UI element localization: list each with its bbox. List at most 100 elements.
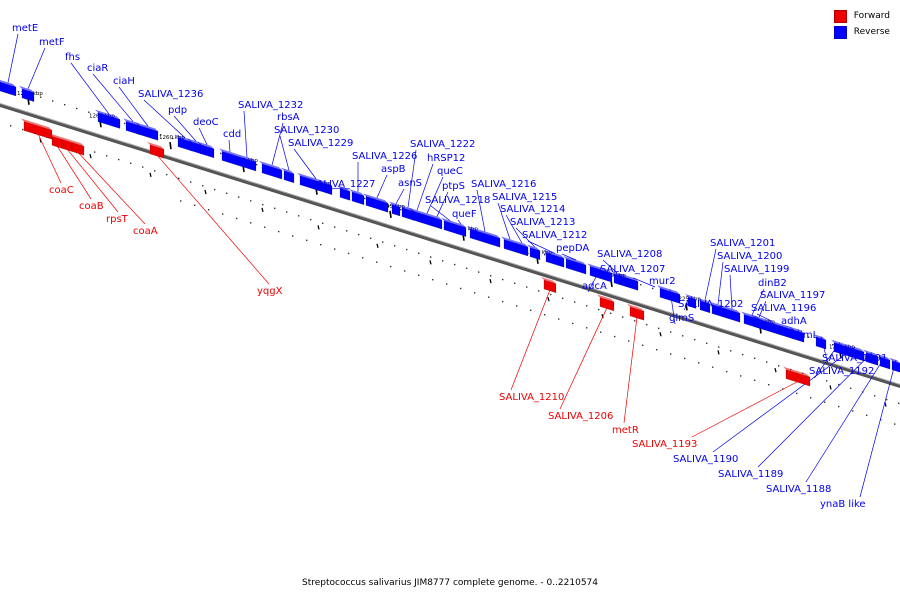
reverse-gene-block bbox=[625, 275, 639, 291]
reverse-gene-block-top bbox=[281, 167, 294, 174]
reverse-gene-block-top bbox=[399, 204, 414, 212]
reverse-gene-block-top bbox=[697, 297, 710, 304]
gene-label-saliva_1218: SALIVA_1218 bbox=[425, 195, 490, 206]
reverse-gene-block-top bbox=[349, 189, 364, 196]
gene-connector bbox=[7, 33, 19, 83]
forward-track-dot bbox=[226, 192, 228, 195]
reverse-gene-block bbox=[349, 189, 365, 206]
reverse-swatch-icon bbox=[833, 25, 847, 39]
gene-connector bbox=[376, 174, 388, 198]
reverse-gene-block-body bbox=[97, 112, 121, 129]
reverse-gene-block bbox=[235, 153, 257, 172]
forward-gene-block bbox=[541, 277, 557, 294]
minor-tick bbox=[884, 402, 887, 407]
gene-connector bbox=[395, 188, 405, 204]
gene-label-saliva_1213: SALIVA_1213 bbox=[510, 217, 575, 228]
outer-track-dot bbox=[404, 270, 406, 272]
minor-tick bbox=[376, 243, 379, 248]
gene-connector bbox=[758, 300, 767, 318]
gene-label-quef: queF bbox=[452, 209, 477, 220]
forward-gene-block bbox=[147, 141, 165, 159]
forward-track-dot bbox=[778, 365, 780, 367]
reverse-gene-block bbox=[721, 305, 741, 323]
outer-track-dot bbox=[754, 379, 756, 382]
gene-label-ynab-like: ynaB like bbox=[820, 499, 866, 510]
outer-track-dot bbox=[180, 200, 182, 202]
outer-track-dot bbox=[530, 309, 532, 312]
gene-label-quec: queC bbox=[437, 166, 463, 177]
connector-lines bbox=[7, 33, 897, 498]
gene-label-saliva_1214: SALIVA_1214 bbox=[500, 204, 565, 215]
gene-connector bbox=[751, 288, 765, 316]
outer-track-dot bbox=[698, 362, 700, 364]
gene-connector bbox=[198, 127, 208, 145]
reverse-gene-block bbox=[697, 297, 711, 314]
tick-mark bbox=[389, 210, 392, 218]
reverse-gene-block-body bbox=[627, 277, 639, 291]
forward-track-dot bbox=[742, 353, 744, 356]
reverse-gene-block-top bbox=[813, 334, 826, 341]
gene-label-ptps: ptpS bbox=[442, 181, 465, 192]
reverse-gene-block-top bbox=[789, 326, 804, 334]
reverse-gene-block bbox=[389, 201, 401, 217]
gene-connector bbox=[527, 240, 556, 254]
forward-track-dot bbox=[754, 357, 756, 360]
reverse-gene-block bbox=[685, 294, 697, 309]
reverse-gene-block-top bbox=[337, 185, 350, 192]
reverse-gene-block-top bbox=[657, 285, 680, 295]
minor-tick bbox=[149, 172, 152, 178]
gene-connector bbox=[457, 219, 462, 225]
forward-track-dot bbox=[826, 380, 828, 382]
reverse-track-dot bbox=[64, 104, 66, 106]
outer-track-dot bbox=[614, 335, 616, 338]
outer-track-dot bbox=[600, 331, 602, 333]
reverse-gene-block-top bbox=[453, 221, 466, 228]
reverse-gene-block bbox=[789, 326, 805, 343]
forward-track-dot bbox=[94, 151, 96, 153]
gene-label-glms: glmS bbox=[669, 313, 694, 324]
reverse-gene-block-top bbox=[419, 210, 432, 217]
outer-track-dot bbox=[824, 401, 826, 403]
reverse-gene-block-top bbox=[19, 85, 34, 93]
gene-label-adca: adcA bbox=[582, 281, 607, 292]
gene-connector bbox=[77, 152, 146, 225]
reverse-gene-block-top bbox=[751, 314, 764, 321]
reverse-gene-block bbox=[363, 193, 389, 213]
reverse-gene-block-top bbox=[625, 275, 638, 282]
minor-tick bbox=[717, 350, 720, 355]
outer-track-dot bbox=[866, 414, 868, 417]
forward-gene-block-top bbox=[541, 277, 556, 284]
reverse-track-dot bbox=[832, 344, 834, 346]
minor-tick bbox=[774, 368, 777, 373]
tick-label: 1260 kbp bbox=[159, 135, 185, 141]
outer-track-dot bbox=[474, 292, 476, 294]
gene-connector bbox=[426, 176, 444, 214]
reverse-gene-block bbox=[513, 240, 529, 257]
outer-track-dot bbox=[418, 274, 420, 277]
tick-mark bbox=[685, 303, 688, 311]
reverse-gene-block bbox=[527, 244, 541, 261]
outer-track-dot bbox=[194, 204, 196, 207]
gene-label-coac: coaC bbox=[49, 185, 74, 196]
gene-label-ciar: ciaR bbox=[87, 63, 108, 74]
gene-label-rbsa: rbsA bbox=[277, 112, 300, 123]
gene-label-metf: metF bbox=[39, 37, 65, 48]
gene-label-saliva_1200: SALIVA_1200 bbox=[717, 251, 782, 262]
gene-label-saliva_1189: SALIVA_1189 bbox=[718, 469, 783, 480]
gene-connector bbox=[497, 202, 511, 240]
minor-tick bbox=[547, 297, 550, 302]
reverse-gene-block-top bbox=[721, 305, 740, 314]
reverse-gene-block-top bbox=[363, 193, 388, 204]
gene-connector bbox=[143, 99, 186, 139]
forward-track-dot bbox=[238, 196, 240, 198]
forward-track-dot bbox=[334, 226, 336, 228]
gene-label-rpst: rpsT bbox=[106, 214, 129, 225]
reverse-gene-block bbox=[813, 334, 827, 350]
forward-track-dot bbox=[154, 170, 156, 172]
gene-label-deoc: deoC bbox=[193, 117, 219, 128]
outer-track-dot bbox=[502, 300, 504, 303]
outer-track-dot bbox=[810, 397, 812, 399]
gene-label-aspb: aspB bbox=[381, 164, 406, 175]
outer-track-dot bbox=[264, 226, 266, 228]
